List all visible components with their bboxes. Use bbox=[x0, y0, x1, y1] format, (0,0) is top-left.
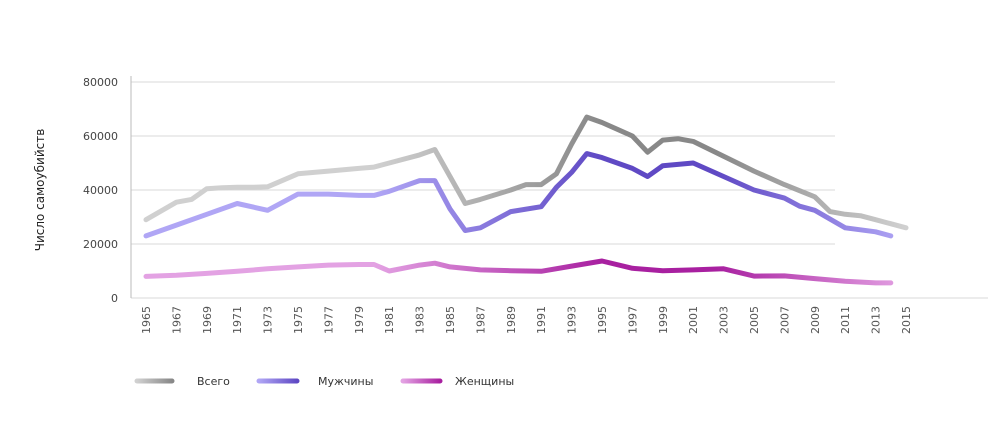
legend-label-2: Мужчины bbox=[318, 375, 373, 388]
x-tick-label: 2013 bbox=[870, 306, 883, 334]
series-line-2 bbox=[143, 151, 894, 239]
x-tick-label: 2009 bbox=[809, 306, 822, 334]
y-tick-label: 60000 bbox=[83, 130, 118, 143]
y-axis-title: Число самоубийств bbox=[33, 129, 47, 252]
x-tick-label: 1993 bbox=[566, 306, 579, 334]
axes: 0 20000 40000 60000 80000 1965 1967 1969 1971 197… bbox=[83, 76, 913, 334]
gridlines bbox=[131, 81, 988, 299]
x-tick-label: 1977 bbox=[322, 306, 335, 334]
x-tick-label: 1989 bbox=[505, 306, 518, 334]
x-tick-label: 1979 bbox=[353, 306, 366, 334]
legend-label-1: Всего bbox=[197, 375, 230, 388]
x-tick-label: 1991 bbox=[535, 306, 548, 334]
x-tick-label: 1973 bbox=[262, 306, 275, 334]
x-tick-label: 1965 bbox=[140, 306, 153, 334]
x-tick-label: 1969 bbox=[201, 306, 214, 334]
x-tick-label: 1971 bbox=[231, 306, 244, 334]
y-tick-label: 80000 bbox=[83, 76, 118, 89]
legend: Всего Мужчины Женщины bbox=[134, 375, 514, 388]
x-tick-label: 1995 bbox=[596, 306, 609, 334]
x-tick-label: 2007 bbox=[778, 306, 791, 334]
x-tick-label: 1987 bbox=[474, 306, 487, 334]
series-line-3 bbox=[143, 258, 894, 286]
x-tick-label: 2011 bbox=[839, 306, 852, 334]
y-tick-label: 0 bbox=[111, 292, 118, 305]
x-tick-label: 2001 bbox=[687, 306, 700, 334]
x-tick-label: 1983 bbox=[414, 306, 427, 334]
x-tick-label: 2005 bbox=[748, 306, 761, 334]
legend-label-3: Женщины bbox=[455, 375, 514, 388]
x-tick-label: 1999 bbox=[657, 306, 670, 334]
y-tick-label: 20000 bbox=[83, 238, 118, 251]
series-line-1 bbox=[143, 114, 909, 231]
x-tick-label: 2015 bbox=[900, 306, 913, 334]
y-tick-label: 40000 bbox=[83, 184, 118, 197]
x-tick-label: 2003 bbox=[718, 306, 731, 334]
x-tick-label: 1967 bbox=[170, 306, 183, 334]
x-tick-label: 1975 bbox=[292, 306, 305, 334]
x-tick-label: 1981 bbox=[383, 306, 396, 334]
x-tick-label: 1997 bbox=[626, 306, 639, 334]
series-lines bbox=[143, 114, 909, 286]
x-tick-label: 1985 bbox=[444, 306, 457, 334]
